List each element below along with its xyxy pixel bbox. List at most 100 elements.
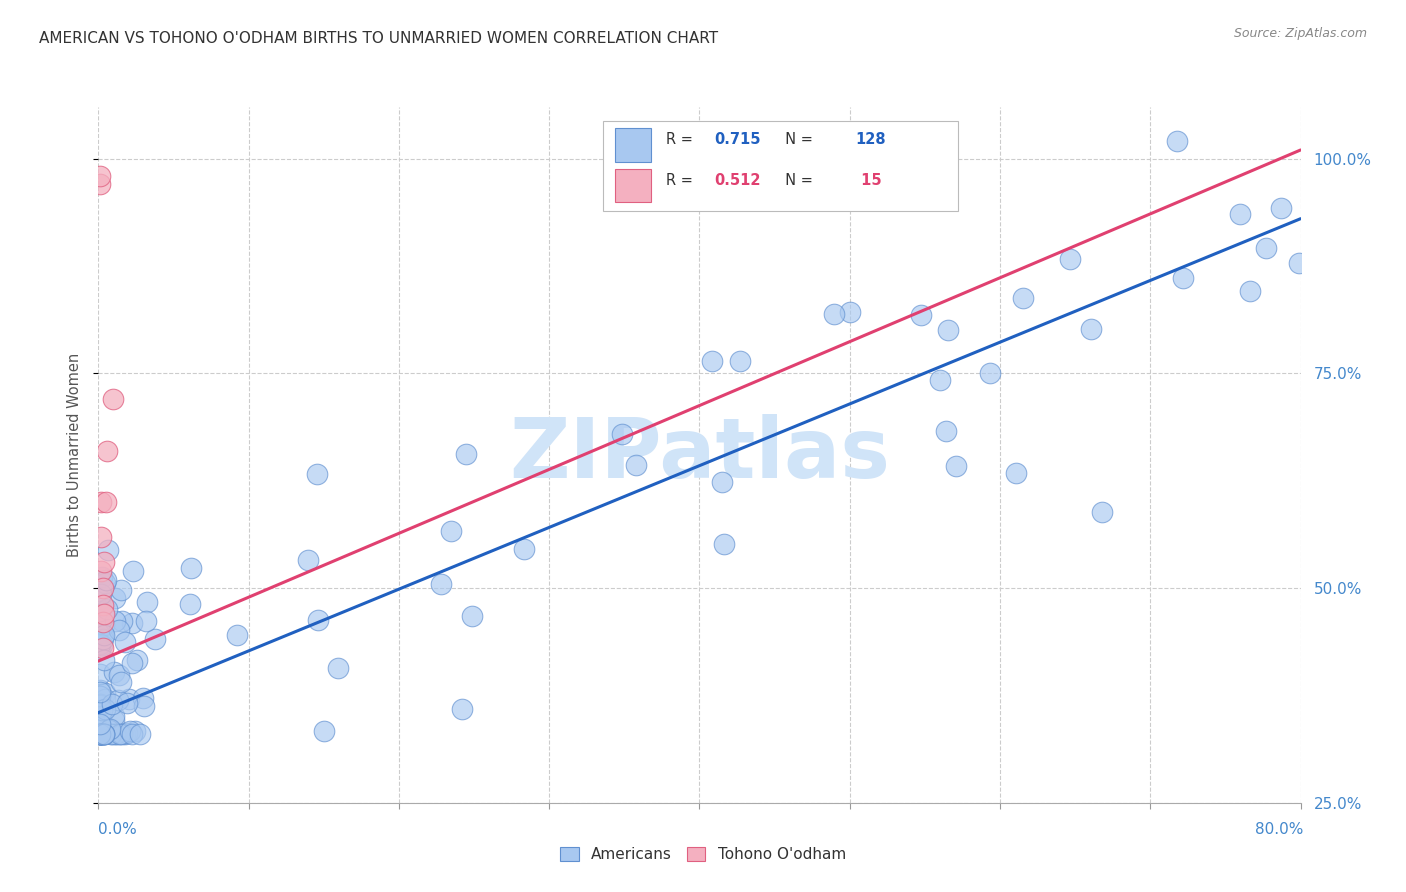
Point (121, 727, 143, 741)
Point (513, 542, 536, 557)
Point (93, 686, 115, 700)
Point (89, 637, 111, 651)
Point (1229, 207, 1251, 221)
Point (307, 613, 329, 627)
Point (89, 727, 111, 741)
Point (89, 685, 111, 699)
Point (103, 392, 125, 406)
Point (910, 308, 932, 322)
Point (115, 696, 138, 710)
Point (1171, 271, 1194, 285)
Point (1012, 291, 1035, 305)
Point (823, 307, 845, 321)
Point (110, 675, 132, 690)
Point (935, 424, 957, 438)
Point (624, 458, 647, 472)
Point (108, 727, 131, 741)
Point (979, 366, 1001, 380)
Legend: Americans, Tohono O'odham: Americans, Tohono O'odham (560, 847, 846, 862)
Point (91, 599, 114, 613)
Text: 128: 128 (856, 132, 886, 147)
Point (91, 703, 114, 717)
Point (104, 591, 127, 605)
Point (1239, 285, 1261, 299)
Point (90, 495, 112, 509)
Point (105, 727, 128, 741)
Point (1254, 241, 1277, 255)
Point (93, 727, 115, 741)
Point (124, 723, 146, 738)
Point (134, 699, 156, 714)
Text: N =: N = (776, 132, 818, 147)
Point (89, 592, 111, 607)
Point (90, 529, 112, 543)
Point (91, 641, 114, 656)
Point (89, 689, 111, 703)
Point (143, 632, 166, 646)
Point (326, 661, 349, 675)
Point (1270, 201, 1292, 215)
Point (100, 727, 122, 741)
Point (94, 573, 117, 587)
Point (1091, 505, 1114, 519)
Point (129, 727, 152, 741)
Point (108, 727, 131, 741)
Point (89, 727, 111, 741)
Point (440, 524, 463, 539)
Point (90, 720, 112, 734)
Point (104, 727, 127, 741)
Point (700, 354, 723, 368)
Point (225, 628, 247, 642)
Point (90, 564, 112, 578)
Point (91, 727, 114, 741)
Point (430, 577, 453, 591)
Point (730, 354, 752, 368)
Point (94, 576, 117, 591)
Point (89, 698, 111, 713)
Point (179, 597, 201, 611)
Point (91, 727, 114, 741)
Point (936, 323, 959, 337)
Point (456, 447, 478, 461)
Text: N =: N = (776, 173, 818, 188)
Point (121, 615, 143, 630)
Point (111, 727, 134, 741)
Point (297, 553, 319, 567)
Text: ZIPatlas: ZIPatlas (509, 415, 890, 495)
Point (108, 623, 131, 637)
Point (89, 727, 111, 741)
Point (91, 581, 114, 595)
Text: R =: R = (666, 173, 697, 188)
Point (1166, 135, 1188, 149)
Point (98, 723, 121, 738)
Text: Source: ZipAtlas.com: Source: ZipAtlas.com (1233, 27, 1367, 40)
Point (110, 582, 132, 597)
Point (107, 668, 129, 682)
Point (89, 667, 111, 681)
Point (839, 304, 862, 318)
Point (90, 710, 112, 724)
Text: 0.715: 0.715 (714, 132, 761, 147)
Point (93, 618, 115, 632)
Point (104, 614, 127, 628)
Y-axis label: Births to Unmarried Women: Births to Unmarried Women (67, 353, 83, 557)
Point (93, 555, 115, 569)
Point (135, 614, 157, 628)
Point (93, 727, 115, 741)
Point (610, 427, 633, 442)
Point (1059, 252, 1081, 266)
Point (89, 727, 111, 741)
FancyBboxPatch shape (616, 128, 651, 161)
Point (121, 564, 143, 578)
Point (89, 727, 111, 741)
Point (713, 537, 735, 551)
Point (305, 467, 328, 481)
Point (94, 495, 117, 509)
Point (89, 682, 111, 697)
Point (94, 727, 117, 741)
Point (91, 569, 114, 583)
Point (89, 719, 111, 733)
Point (91, 632, 114, 647)
FancyBboxPatch shape (616, 169, 651, 202)
Point (98, 722, 121, 736)
